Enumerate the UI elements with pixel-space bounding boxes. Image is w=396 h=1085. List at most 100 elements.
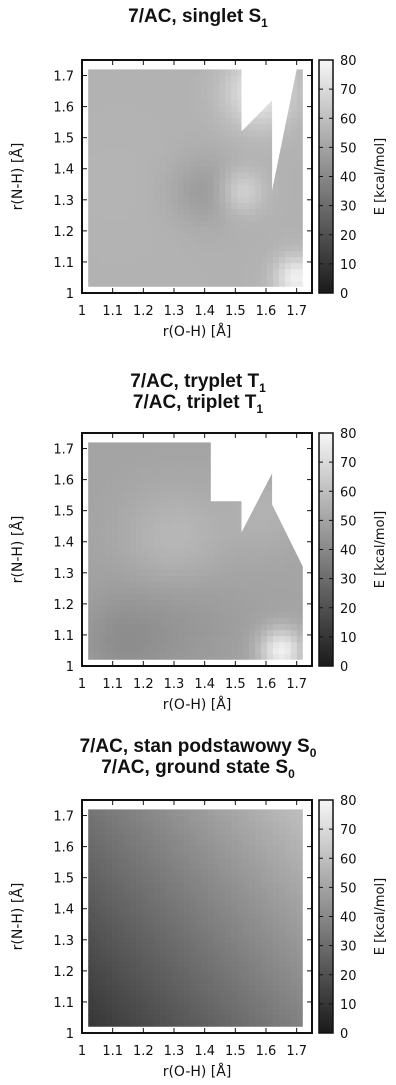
heatmap-cell <box>225 653 232 660</box>
heatmap-cell <box>284 87 292 95</box>
heatmap-cell <box>177 165 185 173</box>
heatmap-cell <box>88 268 95 276</box>
heatmap-cell <box>123 851 131 859</box>
heatmap-cell <box>261 827 268 835</box>
heatmap-cell <box>243 214 250 221</box>
heatmap-cell <box>267 623 274 631</box>
heatmap-cell <box>278 238 286 246</box>
heatmap-cell <box>237 893 244 901</box>
heatmap-cell <box>231 232 238 240</box>
heatmap-cell <box>94 172 101 179</box>
heatmap-cell <box>117 954 125 961</box>
heatmap-cell <box>171 490 179 498</box>
heatmap-cell <box>231 821 238 829</box>
heatmap-cell <box>267 653 274 660</box>
heatmap-cell <box>159 617 167 625</box>
heatmap-cell <box>249 984 256 992</box>
heatmap-cell <box>153 478 161 486</box>
heatmap-cell <box>129 930 137 937</box>
colorbar-tick-label: 70 <box>340 456 357 471</box>
heatmap-cell <box>129 809 137 816</box>
heatmap-cell <box>153 153 161 161</box>
heatmap-cell <box>183 526 191 534</box>
heatmap-cell <box>284 141 292 149</box>
heatmap-cell <box>249 936 256 943</box>
y-tick-label: 1.1 <box>53 629 74 644</box>
heatmap-cell <box>284 815 292 822</box>
heatmap-cell <box>111 81 119 89</box>
heatmap-cell <box>296 575 303 582</box>
heatmap-cell <box>94 905 101 913</box>
heatmap-cell <box>141 442 149 449</box>
heatmap-cell <box>111 984 119 992</box>
heatmap-cell <box>225 996 232 1004</box>
heatmap-cell <box>296 478 303 486</box>
heatmap-cell <box>231 153 238 161</box>
heatmap-cell <box>207 442 214 449</box>
heatmap-cell <box>88 563 95 570</box>
heatmap-cell <box>106 532 113 540</box>
heatmap-cell <box>100 238 107 246</box>
heatmap-cell <box>255 809 262 816</box>
heatmap-cell <box>88 551 95 558</box>
heatmap-cell <box>207 593 214 600</box>
heatmap-cell <box>111 912 119 919</box>
heatmap-cell <box>171 912 179 919</box>
heatmap-cell <box>237 165 244 173</box>
heatmap-cell <box>189 532 197 540</box>
heatmap-cell <box>147 875 155 883</box>
heatmap-cell <box>123 87 131 95</box>
heatmap-cell <box>129 893 137 901</box>
heatmap-cell <box>165 611 173 619</box>
heatmap-cell <box>267 893 274 901</box>
heatmap-cell <box>296 87 303 95</box>
heatmap-cell <box>100 220 107 227</box>
heatmap-cell <box>88 214 95 221</box>
heatmap-cell <box>147 147 155 155</box>
heatmap-cell <box>243 196 250 203</box>
heatmap-cell <box>272 966 280 974</box>
heatmap-cell <box>106 899 113 907</box>
heatmap-cell <box>123 448 131 455</box>
heatmap-cell <box>159 893 167 901</box>
heatmap-cell <box>201 196 208 203</box>
heatmap-cell <box>255 105 262 113</box>
heatmap-cell <box>201 165 208 173</box>
heatmap-cell <box>296 69 303 76</box>
heatmap-cell <box>88 460 95 468</box>
heatmap-cell <box>237 809 244 816</box>
heatmap-cell <box>278 996 286 1004</box>
heatmap-cell <box>171 617 179 625</box>
heatmap-cell <box>159 1014 167 1022</box>
heatmap-cell <box>261 526 268 534</box>
heatmap-cell <box>195 81 203 89</box>
heatmap-cell <box>183 202 191 209</box>
heatmap-cell <box>117 972 125 980</box>
heatmap-cell <box>183 551 191 558</box>
heatmap-cell <box>195 111 203 119</box>
heatmap-cell <box>88 274 95 282</box>
heatmap-cell <box>129 581 137 588</box>
heatmap-cell <box>213 833 220 841</box>
heatmap-cell <box>189 514 197 522</box>
heatmap-cell <box>267 196 274 203</box>
heatmap-cell <box>117 220 125 227</box>
heatmap-cell <box>177 484 185 492</box>
heatmap-cell <box>278 262 286 270</box>
heatmap-cell <box>231 256 238 264</box>
heatmap-cell <box>177 593 185 600</box>
heatmap-cell <box>177 280 185 287</box>
heatmap-cell <box>129 208 137 215</box>
heatmap-cell <box>147 526 155 534</box>
heatmap-cell <box>111 569 119 576</box>
heatmap-cell <box>195 557 203 564</box>
heatmap-cell <box>231 466 238 474</box>
heatmap-cell <box>243 538 250 546</box>
heatmap-cell <box>129 851 137 859</box>
heatmap-cell <box>106 605 113 613</box>
heatmap-cell <box>117 274 125 282</box>
colorbar-tick-label: 30 <box>340 940 357 955</box>
heatmap-cell <box>135 448 143 455</box>
heatmap-cell <box>189 442 197 449</box>
heatmap-cell <box>272 472 280 480</box>
